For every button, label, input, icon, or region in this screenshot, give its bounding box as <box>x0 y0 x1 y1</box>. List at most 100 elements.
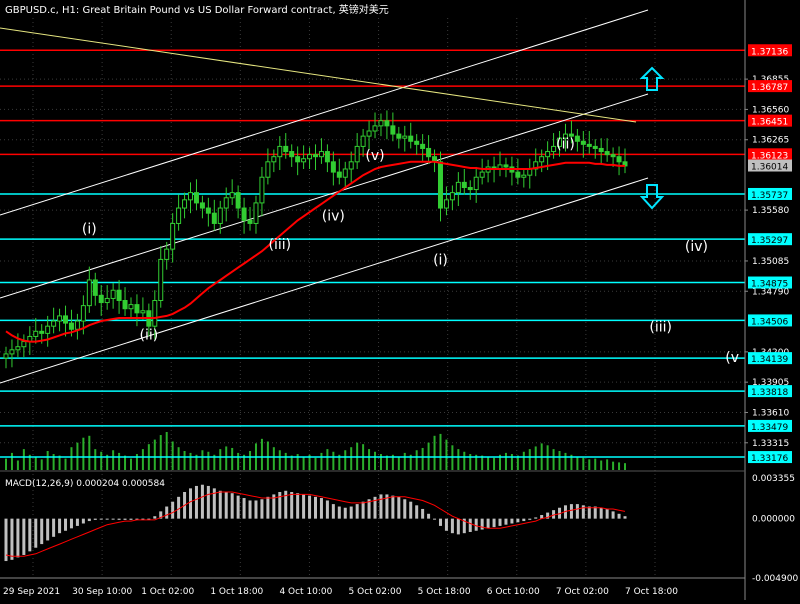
volume-bar <box>94 449 97 470</box>
macd-histogram-bar <box>409 501 413 519</box>
macd-histogram-bar <box>343 507 347 519</box>
candle-body <box>610 154 616 158</box>
volume-bar <box>249 451 252 470</box>
volume-bar <box>618 462 621 470</box>
candle-body <box>92 279 98 296</box>
volume-bar <box>510 454 513 470</box>
volume-bar <box>308 454 311 470</box>
candle-body <box>390 125 396 135</box>
candle-body <box>574 135 580 142</box>
time-label: 29 Sep 2021 <box>3 587 60 597</box>
candle-body <box>503 164 509 168</box>
macd-histogram-bar <box>569 504 573 519</box>
macd-histogram-bar <box>516 518 520 523</box>
macd-histogram-bar <box>266 496 270 519</box>
volume-bar <box>22 449 25 470</box>
candle-body <box>45 325 51 334</box>
macd-histogram-bar <box>528 518 532 520</box>
candle-body <box>551 145 557 153</box>
macd-histogram-bar <box>319 498 323 519</box>
chart-title: GBPUSD.c, H1: Great Britain Pound vs US … <box>5 3 389 16</box>
volume-bar <box>570 454 573 470</box>
candle-body <box>9 349 15 355</box>
descending-trendline[interactable] <box>0 27 637 123</box>
macd-histogram-bar <box>111 518 115 520</box>
candle-body <box>313 154 318 158</box>
macd-histogram-bar <box>159 511 163 519</box>
candle-body <box>307 154 313 160</box>
candle-body <box>205 207 211 214</box>
macd-histogram-bar <box>153 516 157 519</box>
macd-histogram-bar <box>117 518 121 520</box>
arrow-down-icon[interactable] <box>639 184 665 210</box>
support-price-tag-bg <box>748 233 792 246</box>
candle-body <box>586 143 592 147</box>
macd-histogram-bar <box>605 508 609 519</box>
arrow-up-icon[interactable] <box>639 66 665 91</box>
candle-body <box>402 135 408 139</box>
candle-body <box>283 145 289 153</box>
volume-bar <box>350 447 353 470</box>
channel-mid-line[interactable] <box>0 93 649 299</box>
wave-label: (i) <box>82 222 97 238</box>
macd-histogram-bar <box>218 490 222 519</box>
candle-body <box>170 222 176 250</box>
price-tick-label: 1.36265 <box>752 136 789 146</box>
macd-histogram-bar <box>58 518 62 534</box>
time-label: 1 Oct 02:00 <box>141 587 194 597</box>
macd-histogram-bar <box>427 513 431 519</box>
time-label: 1 Oct 18:00 <box>210 587 263 597</box>
macd-histogram-bar <box>87 518 91 522</box>
volume-bar <box>10 452 13 470</box>
macd-histogram-bar <box>194 485 198 519</box>
support-price-tag-bg <box>748 385 792 398</box>
candle-body <box>443 199 449 209</box>
macd-histogram-bar <box>492 518 496 528</box>
volume-bar <box>16 460 19 470</box>
candle-body <box>176 207 182 224</box>
macd-histogram-bar <box>415 505 419 519</box>
support-price-tag: 1.35297 <box>751 236 788 246</box>
support-price-tag: 1.34875 <box>751 280 788 290</box>
volume-bar <box>421 447 424 470</box>
macd-histogram-bar <box>486 518 490 529</box>
macd-histogram-bar <box>69 518 73 529</box>
volume-bar <box>189 452 192 470</box>
macd-histogram-bar <box>617 513 621 519</box>
macd-histogram-bar <box>504 518 508 525</box>
volume-bar <box>213 454 216 470</box>
candle-body <box>604 151 610 156</box>
time-label: 30 Sep 10:00 <box>72 587 132 597</box>
support-price-tag-bg <box>748 419 792 432</box>
candle-body <box>68 322 74 330</box>
candle-body <box>580 140 586 145</box>
candle-body <box>164 248 170 260</box>
volume-bar <box>272 447 275 470</box>
wave-label: (v) <box>365 148 384 164</box>
macd-histogram-bar <box>391 495 395 519</box>
macd-histogram-bar <box>587 506 591 519</box>
resistance-price-tag-bg <box>748 114 792 127</box>
volume-bar <box>564 452 567 470</box>
volume-bar <box>600 460 603 470</box>
volume-bar <box>183 451 186 470</box>
channel-lower-line[interactable] <box>0 177 649 384</box>
macd-histogram-bar <box>22 518 26 555</box>
candle-body <box>467 187 473 191</box>
volume-bar <box>534 446 537 470</box>
volume-bar <box>302 456 305 470</box>
current-price-tag: 1.36014 <box>751 163 788 173</box>
macd-histogram-bar <box>230 493 234 519</box>
volume-bar <box>606 459 609 470</box>
volume-bar <box>260 438 263 470</box>
volume-bar <box>594 458 597 470</box>
time-label: 4 Oct 10:00 <box>279 587 332 597</box>
channel-upper-line[interactable] <box>0 9 649 216</box>
volume-bar <box>124 455 127 470</box>
volume-bar <box>231 447 234 470</box>
volume-bar <box>165 432 168 470</box>
resistance-price-tag: 1.36451 <box>751 118 788 128</box>
macd-histogram-bar <box>242 498 246 519</box>
